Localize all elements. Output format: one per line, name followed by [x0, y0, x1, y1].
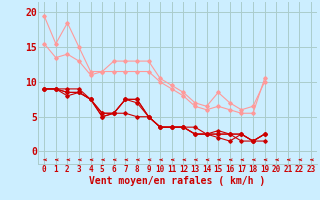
- X-axis label: Vent moyen/en rafales ( km/h ): Vent moyen/en rafales ( km/h ): [90, 176, 266, 186]
